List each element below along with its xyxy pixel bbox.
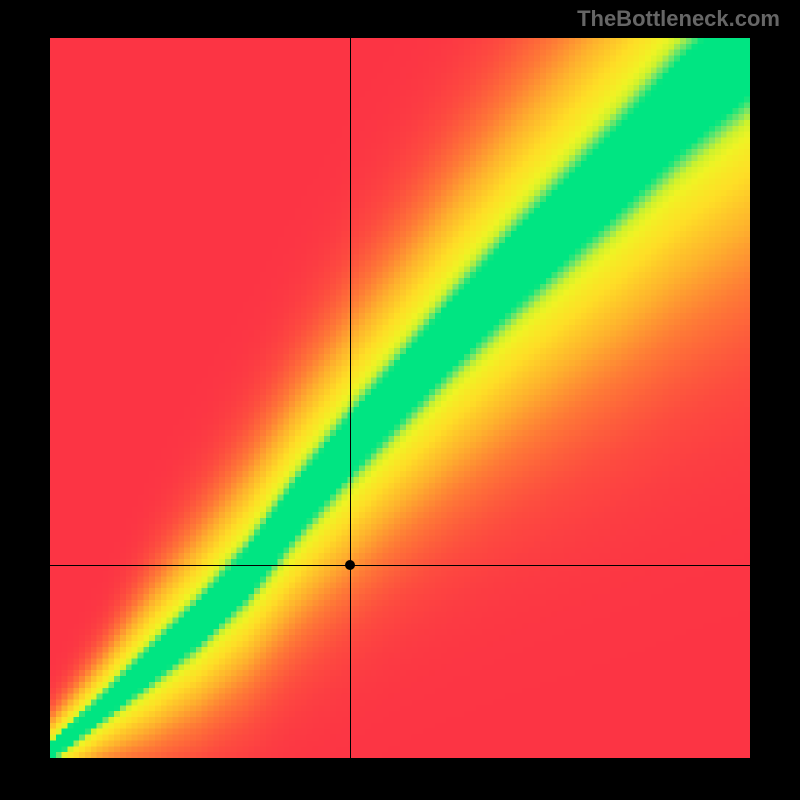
watermark-text: TheBottleneck.com (577, 6, 780, 32)
chart-container: TheBottleneck.com (0, 0, 800, 800)
plot-area (50, 38, 750, 758)
heatmap-canvas (50, 38, 750, 758)
